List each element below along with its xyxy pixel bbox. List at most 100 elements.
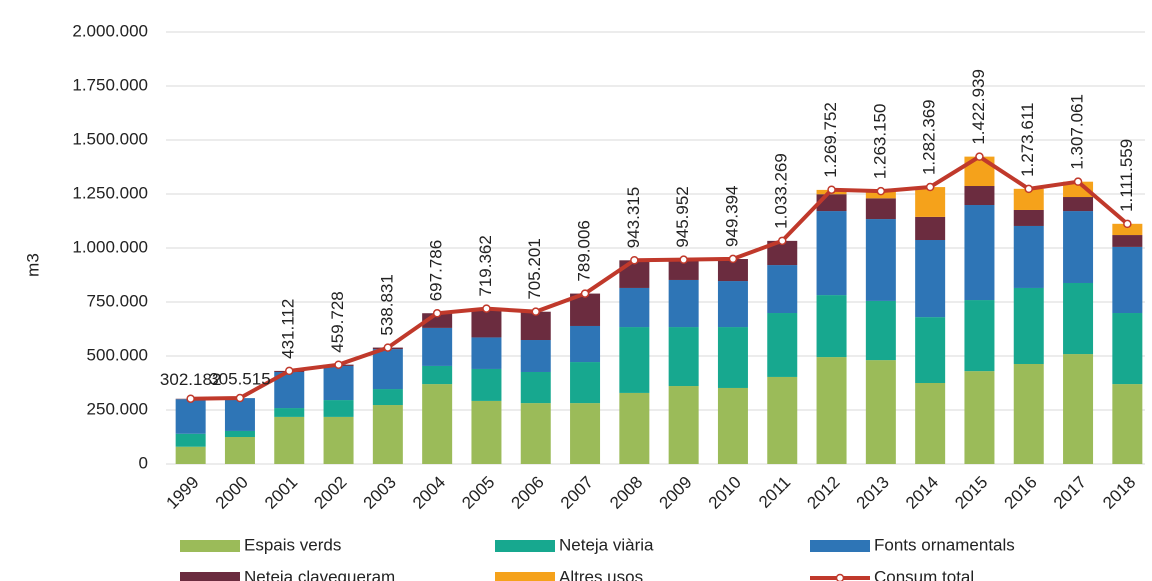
data-label: 459.728	[328, 291, 347, 352]
bar-segment	[865, 360, 896, 464]
bar-segment	[224, 430, 255, 437]
bar-segment	[224, 398, 255, 431]
total-point	[432, 309, 442, 318]
bar-segment	[964, 300, 995, 372]
bar-segment	[1063, 354, 1094, 464]
y-tick-label: 1.000.000	[72, 237, 148, 256]
bar-segment	[570, 362, 601, 404]
bar-segment	[372, 389, 403, 406]
bar-segment	[1112, 246, 1143, 314]
bar-segment	[668, 327, 699, 387]
legend-swatch	[810, 540, 870, 552]
total-point	[1073, 177, 1083, 186]
data-label: 305.515	[209, 369, 270, 388]
bar-segment	[767, 376, 798, 464]
bar-segment	[964, 371, 995, 464]
y-tick-label: 0	[139, 453, 148, 472]
bar-segment	[619, 327, 650, 393]
total-point	[1123, 219, 1132, 229]
legend-label: Neteja clavegueram	[244, 567, 395, 581]
data-label: 697.786	[427, 240, 446, 301]
total-point	[876, 186, 886, 196]
bar-segment	[1013, 225, 1044, 288]
total-point	[235, 393, 245, 403]
x-tick-label: 1999	[162, 473, 202, 513]
bar-segment	[224, 437, 255, 464]
bar-segment	[668, 386, 699, 464]
bar-segment	[1063, 282, 1094, 355]
total-point	[285, 366, 294, 376]
legend-label: Espais verds	[244, 535, 341, 554]
legend-label: Fonts ornamentals	[874, 535, 1015, 554]
x-tick-label: 2005	[458, 473, 498, 513]
data-label: 1.273.611	[1018, 103, 1037, 177]
bar-segment	[717, 327, 748, 388]
x-tick-label: 2017	[1050, 473, 1090, 513]
bar-segment	[471, 337, 502, 369]
data-label: 1.269.752	[821, 102, 840, 178]
total-line	[190, 154, 1129, 401]
y-tick-label: 1.500.000	[72, 129, 148, 148]
bar-segment	[175, 399, 206, 434]
y-tick-label: 250.000	[87, 399, 148, 418]
bar-segment	[915, 240, 946, 318]
bar-segment	[717, 387, 748, 464]
bar-segment	[471, 400, 502, 464]
data-label: 1.307.061	[1068, 94, 1087, 170]
bar-segment	[1013, 287, 1044, 364]
total-point	[531, 307, 540, 316]
y-axis-label: m3	[23, 253, 42, 277]
data-label: 719.362	[476, 235, 495, 296]
legend-label: Neteja viària	[559, 535, 654, 554]
x-tick-label: 2008	[606, 473, 646, 513]
data-label: 431.112	[279, 299, 298, 359]
bar-segment	[1112, 313, 1143, 385]
x-tick-label: 2013	[853, 473, 893, 513]
bar-segment	[717, 259, 748, 282]
y-tick-label: 1.750.000	[72, 75, 148, 94]
x-tick-label: 2004	[409, 473, 449, 513]
legend-swatch	[180, 540, 240, 552]
legend-swatch	[835, 573, 845, 581]
total-point	[383, 343, 393, 352]
bar-segment	[1112, 223, 1143, 236]
bar-segment	[717, 281, 748, 328]
total-point	[186, 394, 195, 403]
legend-label: Altres usos	[559, 567, 643, 581]
bar-segment	[915, 317, 946, 383]
bar-segment	[422, 384, 453, 464]
bar-segment	[471, 368, 502, 401]
x-tick-label: 2010	[705, 473, 745, 513]
bar-segment	[619, 392, 650, 464]
bar-segment	[964, 186, 995, 206]
bar-segment	[570, 325, 601, 363]
bar-segment	[1063, 197, 1094, 212]
legend-label: Consum total	[874, 567, 974, 581]
bar-segment	[175, 446, 206, 464]
bar-segment	[915, 216, 946, 241]
bar-segment	[865, 300, 896, 361]
bar-segment	[1013, 188, 1044, 210]
legend-swatch	[180, 572, 240, 581]
bar-segment	[422, 327, 453, 366]
bar-segment	[323, 416, 354, 464]
bar-segment	[1112, 384, 1143, 464]
bar-segment	[767, 265, 798, 314]
total-point	[778, 236, 787, 246]
bar-segment	[471, 309, 502, 338]
x-tick-label: 2003	[360, 473, 400, 513]
bar-segment	[520, 371, 551, 404]
bar-segment	[1063, 211, 1094, 283]
total-point	[827, 185, 836, 194]
bar-segment	[816, 357, 847, 464]
data-label: 302.182	[160, 370, 221, 389]
bar-segment	[1013, 363, 1044, 464]
y-tick-label: 1.250.000	[72, 183, 148, 202]
x-tick-label: 2000	[212, 473, 252, 513]
bar-segment	[865, 198, 896, 220]
legend-swatch	[495, 540, 555, 552]
data-label: 1.111.559	[1117, 139, 1136, 212]
bar-segment	[274, 408, 305, 417]
total-point	[334, 360, 343, 369]
